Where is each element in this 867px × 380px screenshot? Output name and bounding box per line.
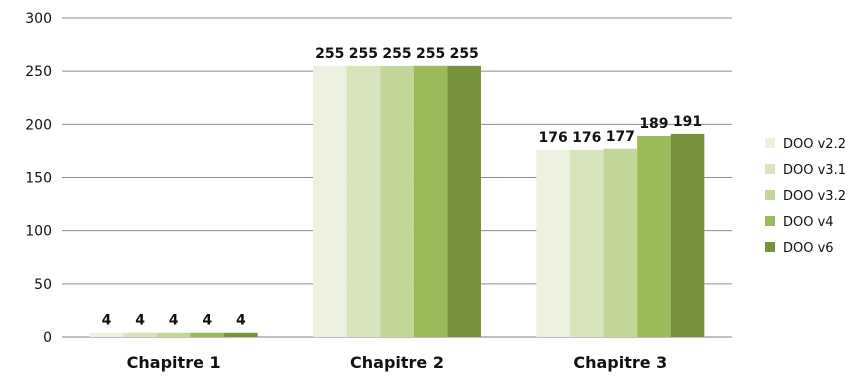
data-label: 255 xyxy=(349,46,378,62)
data-label: 177 xyxy=(606,129,635,145)
data-label: 255 xyxy=(416,46,445,62)
y-tick-label: 200 xyxy=(25,117,52,133)
legend-swatch xyxy=(765,164,775,174)
bar xyxy=(123,332,157,337)
data-label: 176 xyxy=(539,130,568,146)
legend-label: DOO v3.2 xyxy=(783,189,846,204)
legend-swatch xyxy=(765,190,775,200)
data-label: 4 xyxy=(135,313,145,329)
bar xyxy=(569,149,604,337)
category-label: Chapitre 1 xyxy=(127,353,221,372)
legend-label: DOO v2.2 xyxy=(783,137,846,152)
legend-label: DOO v4 xyxy=(783,215,834,230)
data-label: 4 xyxy=(169,313,179,329)
bar xyxy=(313,65,347,337)
legend-swatch xyxy=(765,216,775,226)
data-label: 255 xyxy=(315,46,344,62)
x-axis-categories: Chapitre 1 Chapitre 2 Chapitre 3 xyxy=(127,353,668,372)
y-tick-label: 300 xyxy=(25,11,52,27)
legend-swatch xyxy=(765,138,775,148)
y-tick-label: 50 xyxy=(34,277,52,293)
data-label: 4 xyxy=(236,313,246,329)
bar xyxy=(536,149,570,337)
data-label: 255 xyxy=(382,46,411,62)
bar xyxy=(190,332,225,337)
legend-label: DOO v3.1 xyxy=(783,163,846,178)
bar xyxy=(603,148,638,337)
data-label: 4 xyxy=(102,313,112,329)
bars xyxy=(89,65,705,337)
bar xyxy=(224,332,258,337)
bar xyxy=(156,332,191,337)
data-label: 255 xyxy=(450,46,479,62)
bar xyxy=(637,136,671,337)
data-label: 191 xyxy=(673,114,702,130)
legend-label: DOO v6 xyxy=(783,241,834,256)
bar xyxy=(447,65,481,337)
legend-swatch xyxy=(765,242,775,252)
y-tick-label: 150 xyxy=(25,171,52,187)
bar xyxy=(413,65,448,337)
y-tick-label: 0 xyxy=(43,330,52,346)
data-label: 189 xyxy=(639,116,668,132)
data-label: 4 xyxy=(202,313,212,329)
data-label: 176 xyxy=(572,130,601,146)
category-label: Chapitre 3 xyxy=(573,353,667,372)
bar xyxy=(670,133,705,337)
bar xyxy=(346,65,381,337)
legend: DOO v2.2 DOO v3.1 DOO v3.2 DOO v4 DOO v6 xyxy=(765,137,846,256)
category-label: Chapitre 2 xyxy=(350,353,444,372)
y-tick-label: 100 xyxy=(25,224,52,240)
y-axis-ticks: 0 50 100 150 200 250 300 xyxy=(25,11,52,346)
bar xyxy=(380,65,414,337)
y-tick-label: 250 xyxy=(25,64,52,80)
bar xyxy=(89,332,124,337)
